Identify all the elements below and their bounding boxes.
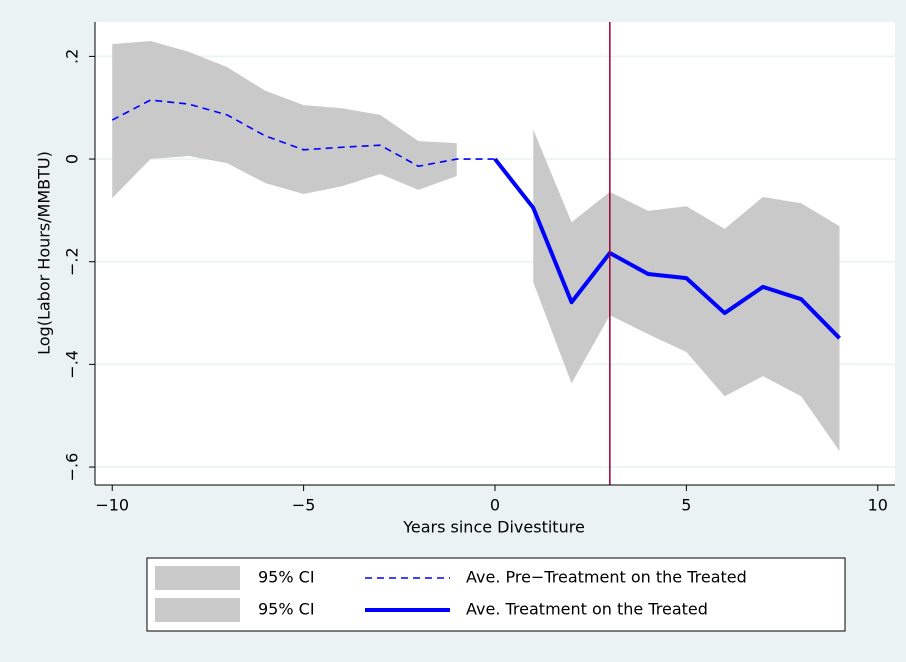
legend-box	[146, 557, 846, 632]
legend-swatch	[155, 566, 240, 590]
x-tick-label: 10	[868, 496, 888, 515]
x-tick-label: 0	[490, 496, 500, 515]
x-tick-label: 5	[681, 496, 691, 515]
data-line	[111, 99, 495, 168]
y-tick-label: −.6	[63, 453, 82, 482]
y-axis-title: Log(Labor Hours/MMBTU)	[35, 151, 54, 355]
legend-label: Ave. Treatment on the Treated	[466, 600, 708, 619]
ci-band	[112, 40, 457, 199]
x-axis-title: Years since Divestiture	[402, 518, 585, 537]
x-tick-label: −5	[292, 496, 316, 515]
y-tick-label: 0	[63, 154, 82, 164]
legend-label: 95% CI	[258, 568, 315, 587]
legend-label: 95% CI	[258, 600, 315, 619]
legend-label: Ave. Pre−Treatment on the Treated	[466, 568, 747, 587]
data-line	[493, 157, 841, 340]
y-tick-label: .2	[63, 49, 82, 64]
y-tick-label: −.2	[63, 247, 82, 276]
legend-swatch	[155, 598, 240, 622]
x-tick-label: −10	[95, 496, 129, 515]
y-tick-label: −.4	[63, 350, 82, 379]
